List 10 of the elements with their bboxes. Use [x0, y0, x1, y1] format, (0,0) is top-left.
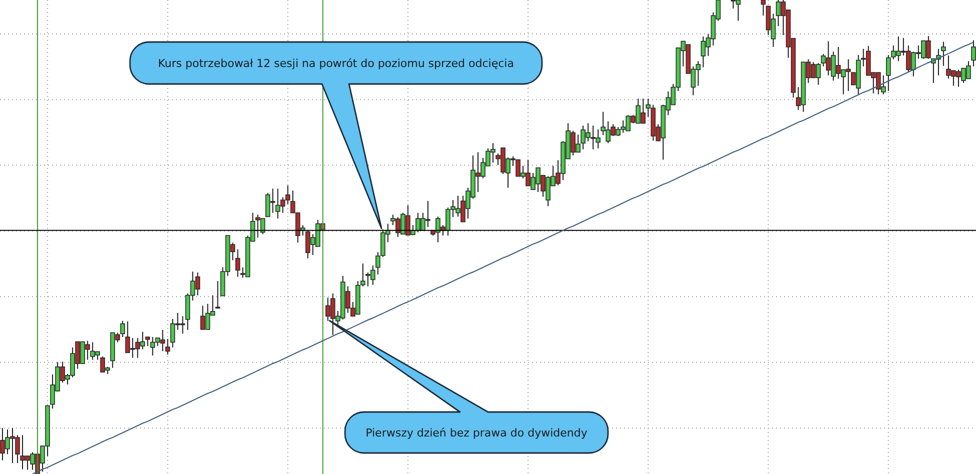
candlestick — [165, 338, 170, 356]
candlestick — [886, 54, 891, 92]
candlestick — [941, 41, 946, 66]
annotation: Kurs potrzebował 12 sesji na powrót do poziomu sprzed odcięcia — [158, 57, 514, 70]
candlestick — [145, 336, 150, 347]
candlestick — [760, 0, 766, 16]
candlestick — [120, 320, 126, 338]
annotation: Pierwszy dzień bez prawa do dywidendy — [366, 426, 588, 440]
candlestick — [971, 40, 976, 67]
candlestick — [235, 248, 240, 278]
